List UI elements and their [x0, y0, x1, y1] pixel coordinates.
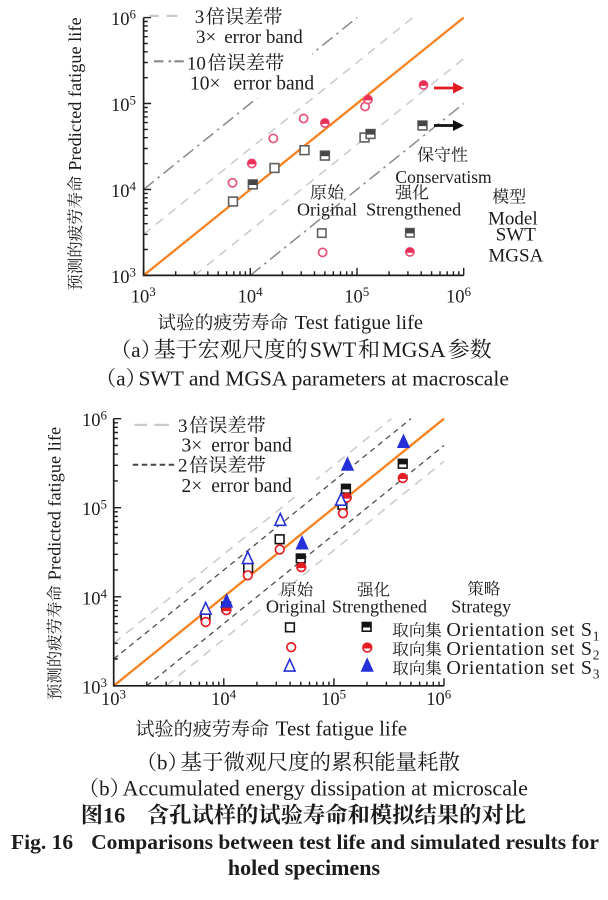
- svg-text:holed specimens: holed specimens: [228, 855, 381, 880]
- svg-text:Test fatigue life: Test fatigue life: [295, 312, 423, 334]
- svg-text:3: 3: [178, 416, 188, 437]
- svg-text:3×: 3×: [196, 27, 216, 48]
- svg-text:a: a: [131, 338, 141, 362]
- svg-text:error band: error band: [234, 73, 315, 94]
- svg-text:10: 10: [187, 53, 206, 74]
- svg-text:Strengthened: Strengthened: [366, 200, 461, 220]
- svg-text:Original: Original: [266, 597, 326, 617]
- svg-text:3×: 3×: [182, 435, 203, 456]
- svg-text:Fig. 16: Fig. 16: [11, 830, 73, 854]
- svg-text:10×: 10×: [190, 73, 221, 94]
- svg-text:Orientation set S1: Orientation set S1: [446, 619, 600, 644]
- svg-text:Test fatigue life: Test fatigue life: [276, 717, 407, 741]
- svg-text:Accumulated energy dissipation: Accumulated energy dissipation at micros…: [123, 776, 528, 801]
- svg-text:Strengthened: Strengthened: [332, 597, 427, 617]
- svg-text:2×: 2×: [182, 476, 203, 497]
- svg-text:b: b: [99, 777, 110, 801]
- svg-text:SWT and MGSA parameters at mac: SWT and MGSA parameters at macroscale: [139, 367, 509, 391]
- svg-text:Original: Original: [297, 200, 357, 220]
- svg-text:error band: error band: [211, 476, 292, 497]
- svg-text:2: 2: [178, 456, 188, 477]
- svg-text:SWT: SWT: [496, 225, 537, 246]
- svg-text:Predicted fatigue life: Predicted fatigue life: [44, 427, 64, 580]
- svg-text:MGSA: MGSA: [382, 337, 446, 362]
- svg-text:16: 16: [103, 803, 125, 828]
- svg-text:Model: Model: [488, 208, 538, 229]
- svg-text:a: a: [116, 367, 126, 391]
- svg-text:error band: error band: [224, 27, 303, 48]
- svg-text:Comparisons between test life: Comparisons between test life and simula…: [91, 830, 599, 854]
- svg-text:error band: error band: [211, 435, 292, 456]
- svg-text:3: 3: [195, 7, 205, 28]
- svg-text:Orientation set S3: Orientation set S3: [446, 657, 600, 682]
- svg-text:Strategy: Strategy: [451, 597, 511, 617]
- svg-text:MGSA: MGSA: [488, 245, 543, 266]
- svg-text:Orientation set S2: Orientation set S2: [446, 638, 600, 663]
- svg-text:Predicted fatigue life: Predicted fatigue life: [65, 17, 85, 170]
- svg-text:Conservatism: Conservatism: [395, 167, 492, 187]
- svg-text:SWT: SWT: [310, 337, 357, 362]
- svg-text:b: b: [157, 751, 168, 775]
